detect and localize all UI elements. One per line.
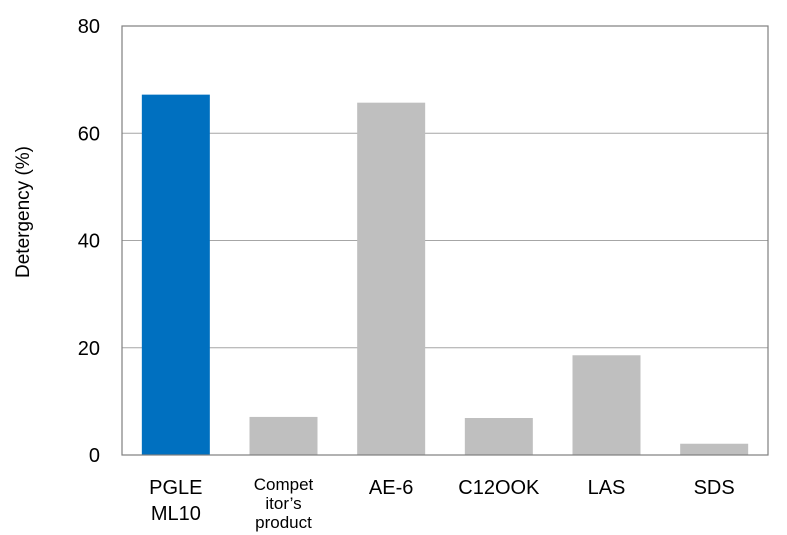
x-category-label: AE-6 bbox=[369, 477, 413, 499]
x-category-label: PGLE bbox=[149, 477, 202, 499]
gridlines bbox=[122, 132, 768, 349]
y-tick-label: 80 bbox=[78, 16, 100, 38]
x-category-label: LAS bbox=[588, 477, 626, 499]
x-category-label: Compet bbox=[254, 475, 314, 494]
x-category-label: product bbox=[255, 513, 312, 532]
plot-area-frame bbox=[121, 25, 769, 456]
y-tick-label: 0 bbox=[89, 445, 100, 467]
bar bbox=[680, 443, 749, 455]
y-tick-label: 20 bbox=[78, 338, 100, 360]
bar bbox=[357, 102, 426, 455]
bar bbox=[249, 416, 318, 455]
bar bbox=[572, 355, 641, 455]
bar bbox=[464, 417, 533, 455]
x-category-label: itor’s bbox=[265, 494, 301, 513]
bars bbox=[141, 94, 749, 455]
bar bbox=[141, 94, 210, 455]
y-tick-label: 40 bbox=[78, 231, 100, 253]
y-axis-ticks: 0 20 40 60 80 bbox=[78, 16, 100, 467]
y-axis-label: Detergency (%) bbox=[13, 146, 34, 278]
x-category-label: SDS bbox=[694, 477, 735, 499]
y-tick-label: 60 bbox=[78, 123, 100, 145]
x-category-label: C12OOK bbox=[458, 477, 540, 499]
x-category-label: ML10 bbox=[151, 503, 201, 525]
